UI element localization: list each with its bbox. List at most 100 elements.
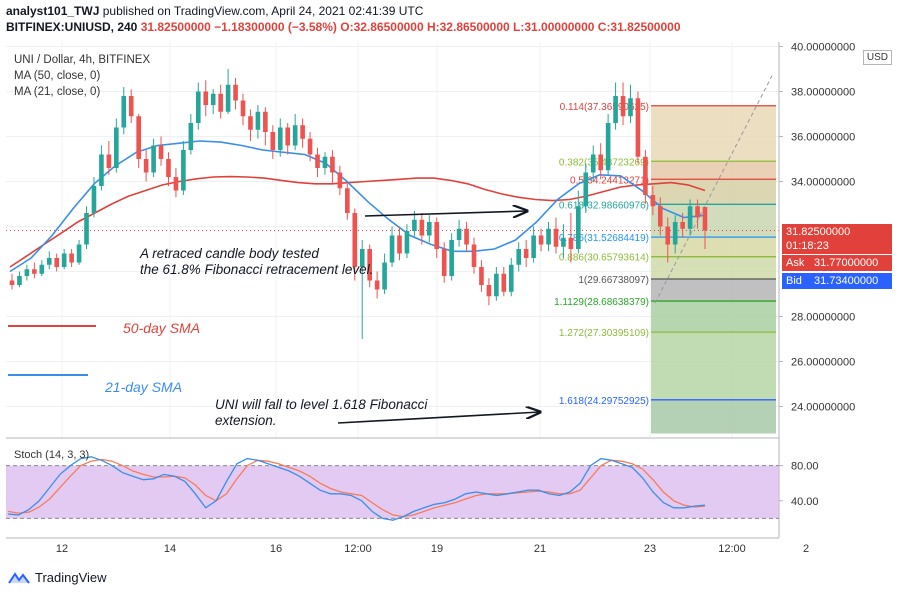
- fib-level-label: 1.618(24.29752925): [559, 396, 649, 407]
- candle-body: [151, 145, 156, 173]
- candle-body: [374, 280, 380, 290]
- candle-body: [322, 156, 328, 168]
- price-tick-label: 24.00000000: [791, 402, 855, 414]
- candle-body: [471, 244, 477, 267]
- arrow-retrace: [364, 211, 527, 216]
- candle-body: [546, 228, 551, 245]
- candle-body: [531, 235, 536, 258]
- fib-band: [651, 278, 776, 302]
- fib-band: [651, 301, 776, 333]
- candle-body: [516, 249, 522, 265]
- candle-body: [17, 276, 22, 285]
- candle-body: [91, 186, 97, 213]
- candle-body: [263, 111, 268, 132]
- candle-body: [84, 213, 89, 245]
- fib-level-label: 0.114(37.36590625): [560, 102, 649, 113]
- candle-body: [367, 249, 372, 281]
- candle-body: [9, 280, 15, 285]
- fib-trend-line: [654, 75, 773, 304]
- candle-body: [195, 91, 201, 123]
- stoch-label[interactable]: Stoch (14, 3, 3): [14, 449, 90, 461]
- time-tick-label: 19: [431, 543, 443, 555]
- candle-body: [32, 269, 37, 274]
- stoch-d-line: [7, 458, 706, 518]
- price-tick-label: 38.00000000: [791, 87, 855, 99]
- candle-body: [382, 262, 387, 290]
- ask-tag: Ask 31.77000000: [782, 255, 892, 271]
- candle-body: [583, 172, 589, 207]
- tradingview-logo[interactable]: TradingView: [8, 570, 107, 585]
- candle-body: [702, 207, 708, 231]
- candle-body: [576, 206, 581, 249]
- fib-band: [651, 161, 776, 180]
- countdown-value: 01:18:23: [786, 240, 829, 252]
- candle-body: [136, 116, 141, 159]
- last-price-tag: 31.82500000: [782, 224, 892, 240]
- candle-body: [158, 145, 164, 159]
- candle-body: [39, 264, 45, 274]
- chart-header: analyst101_TWJ published on TradingView.…: [0, 0, 900, 40]
- candle-body: [99, 154, 104, 186]
- candle-body: [181, 150, 186, 191]
- candle-body: [508, 264, 514, 292]
- legend-ma21[interactable]: MA (21, close, 0): [14, 86, 101, 98]
- time-tick-label: 14: [164, 543, 176, 555]
- fib-band: [651, 204, 776, 238]
- fib-level-label: 1(29.66738097): [578, 275, 649, 286]
- fibonacci-zone: 0.114(37.36590625) 0.382(35.43723269) 0.5(…: [6, 75, 779, 434]
- candle-body: [620, 96, 626, 117]
- axes: 40.00000000 38.00000000 36.00000000 34.0000…: [6, 42, 855, 555]
- candle-body: [345, 188, 350, 213]
- candle-body: [106, 154, 112, 168]
- moving-averages: [8, 140, 706, 376]
- candle-body: [568, 237, 574, 249]
- price-tick-label: 34.00000000: [791, 177, 855, 189]
- candle-body: [188, 123, 194, 150]
- candle-body: [218, 93, 223, 112]
- sma-21-line: [9, 140, 706, 273]
- candle-body: [695, 206, 700, 218]
- annotation-retrace: A retraced candle body tested the 61.8% F…: [139, 246, 373, 277]
- time-tick-label: 12:00: [718, 543, 746, 555]
- candle-body: [315, 154, 320, 168]
- candle-body: [523, 249, 529, 258]
- arrow-fall-target: [337, 412, 540, 424]
- candle-body: [307, 138, 313, 155]
- candle-body: [233, 84, 238, 101]
- ask-value: 31.77000000: [814, 257, 879, 269]
- candle-body: [69, 253, 74, 263]
- author-name[interactable]: analyst101_TWJ: [6, 4, 100, 18]
- time-tick-label: 12: [56, 543, 68, 555]
- legend-title[interactable]: UNI / Dollar, 4h, BITFINEX: [14, 54, 151, 66]
- candle-body: [210, 93, 216, 105]
- candle-body: [657, 206, 663, 227]
- candle-body: [687, 206, 693, 229]
- chart-legend: UNI / Dollar, 4h, BITFINEX MA (50, close…: [14, 52, 150, 100]
- tradingview-logo-icon: [8, 571, 30, 584]
- fib-band: [651, 105, 776, 162]
- candle-body: [404, 231, 410, 254]
- candle-body: [359, 249, 365, 267]
- candle-body: [494, 273, 499, 297]
- legend-ma50[interactable]: MA (50, close, 0): [14, 70, 101, 82]
- last-price-tag-value: 31.82500000: [786, 226, 851, 238]
- candle-body: [389, 235, 395, 263]
- candle-body: [635, 98, 641, 157]
- ohlc-values: O:32.86500000 H:32.86500000 L:31.0000000…: [340, 20, 681, 34]
- candle-body: [672, 222, 678, 245]
- candle-body: [441, 249, 447, 276]
- currency-label[interactable]: USD: [862, 50, 892, 65]
- candle-body: [426, 222, 432, 236]
- bid-label: Bid: [786, 275, 802, 287]
- fib-band: [651, 399, 776, 434]
- candle-body: [337, 172, 343, 189]
- fib-level-label: 0.786(31.52684419): [559, 233, 649, 244]
- countdown-tag: 01:18:23: [782, 238, 892, 254]
- candle-body: [143, 159, 149, 173]
- candle-body: [412, 219, 417, 231]
- candle-body: [46, 258, 52, 265]
- sma-50-line: [9, 175, 706, 268]
- bid-tag: Bid 31.73400000: [782, 273, 892, 289]
- candle-body: [255, 111, 261, 130]
